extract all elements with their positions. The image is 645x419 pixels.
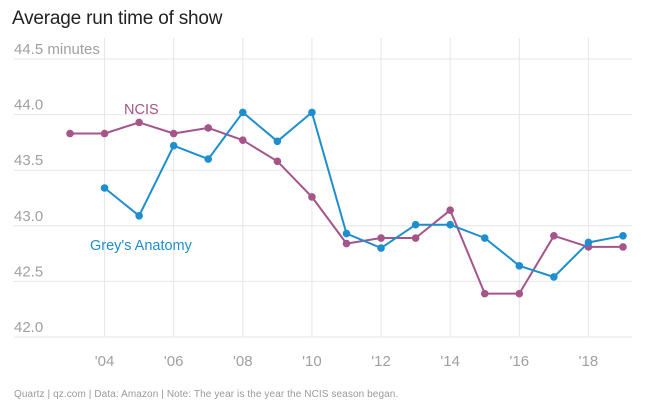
grid-lines bbox=[14, 38, 632, 338]
y-tick-label: 42.5 bbox=[14, 263, 43, 280]
data-point-ncis bbox=[308, 193, 316, 201]
data-point-grey-s-anatomy bbox=[584, 238, 593, 247]
data-point-ncis bbox=[550, 232, 558, 240]
series-ncis bbox=[66, 118, 627, 298]
data-point-grey-s-anatomy bbox=[515, 262, 524, 270]
x-tick-label: '06 bbox=[164, 353, 184, 370]
data-point-ncis bbox=[273, 157, 282, 166]
series-grey-s-anatomy bbox=[100, 108, 627, 281]
x-axis-tick-labels: '04 '06 '08 '10 '12 '14 '16 '18 bbox=[95, 353, 598, 370]
y-tick-label: 44.0 bbox=[14, 97, 43, 114]
data-point-ncis bbox=[619, 243, 627, 251]
data-point-ncis bbox=[66, 129, 74, 138]
data-point-grey-s-anatomy bbox=[308, 108, 316, 117]
x-tick-label: '04 bbox=[95, 353, 115, 370]
data-point-grey-s-anatomy bbox=[342, 229, 351, 238]
data-point-ncis bbox=[135, 118, 143, 127]
data-point-ncis bbox=[377, 234, 385, 242]
data-point-ncis bbox=[100, 129, 109, 138]
data-point-ncis bbox=[446, 206, 454, 215]
data-point-grey-s-anatomy bbox=[550, 273, 558, 281]
series-line-grey-s-anatomy bbox=[103, 111, 624, 278]
series-label-greys-anatomy: Grey's Anatomy bbox=[90, 238, 193, 254]
x-tick-label: '16 bbox=[510, 353, 530, 370]
data-point-ncis bbox=[342, 239, 351, 248]
y-tick-label: 43.0 bbox=[14, 208, 43, 225]
x-tick-label: '08 bbox=[233, 353, 253, 370]
series-label-ncis: NCIS bbox=[124, 102, 159, 118]
data-point-ncis bbox=[204, 124, 213, 132]
data-point-ncis bbox=[515, 289, 524, 298]
data-point-grey-s-anatomy bbox=[169, 141, 178, 150]
data-point-ncis bbox=[239, 136, 247, 144]
y-tick-label: 43.5 bbox=[14, 152, 43, 169]
y-axis-tick-labels: 42.0 42.5 43.0 43.5 44.0 44.5 minutes bbox=[14, 41, 100, 336]
y-tick-label: 44.5 minutes bbox=[14, 41, 100, 58]
data-point-grey-s-anatomy bbox=[446, 220, 454, 229]
x-tick-label: '10 bbox=[302, 353, 322, 370]
y-tick-label: 42.0 bbox=[14, 319, 43, 336]
data-point-ncis bbox=[480, 289, 489, 298]
chart-footer-note: Quartz | qz.com | Data: Amazon | Note: T… bbox=[14, 389, 399, 400]
data-point-grey-s-anatomy bbox=[135, 211, 143, 220]
series-line-ncis bbox=[69, 121, 624, 295]
x-tick-label: '14 bbox=[440, 353, 460, 370]
data-point-grey-s-anatomy bbox=[377, 244, 385, 252]
data-point-grey-s-anatomy bbox=[619, 232, 627, 240]
data-point-ncis bbox=[169, 129, 178, 138]
data-point-grey-s-anatomy bbox=[100, 184, 109, 192]
data-point-grey-s-anatomy bbox=[273, 137, 282, 146]
data-point-grey-s-anatomy bbox=[411, 220, 420, 229]
data-point-grey-s-anatomy bbox=[204, 155, 213, 163]
x-tick-label: '12 bbox=[371, 353, 391, 370]
data-series bbox=[66, 108, 627, 298]
x-tick-label: '18 bbox=[579, 353, 599, 370]
chart-title: Average run time of show bbox=[12, 8, 223, 29]
series-labels: NCIS Grey's Anatomy bbox=[90, 102, 193, 254]
data-point-grey-s-anatomy bbox=[239, 108, 247, 117]
data-point-ncis bbox=[411, 234, 420, 242]
data-point-grey-s-anatomy bbox=[480, 234, 489, 242]
